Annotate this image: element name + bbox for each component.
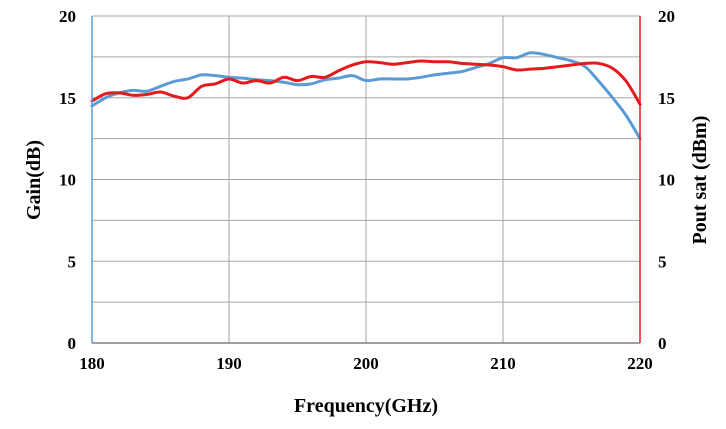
y2-axis-label: Pout sat (dBm): [689, 116, 711, 245]
gain-line: [90, 51, 642, 141]
y-tick-label: 0: [68, 334, 77, 353]
y-tick-label: 10: [59, 171, 76, 190]
y2-tick-label: 0: [658, 334, 667, 353]
y-tick-label: 15: [59, 89, 76, 108]
x-tick-label: 210: [490, 354, 516, 373]
y2-tick-label: 20: [658, 7, 675, 26]
x-tick-label: 190: [216, 354, 242, 373]
x-tick-label: 220: [627, 354, 653, 373]
y2-tick-label: 5: [658, 252, 667, 271]
x-tick-label: 180: [79, 354, 105, 373]
grid: [91, 15, 641, 344]
axes: [91, 16, 641, 344]
y-tick-label: 5: [68, 252, 77, 271]
pout-sat-line: [90, 59, 642, 106]
x-axis-label: Frequency(GHz): [294, 395, 438, 417]
y-tick-label: 20: [59, 7, 76, 26]
y2-tick-label: 15: [658, 89, 675, 108]
series-lines: [90, 51, 642, 141]
x-tick-label: 200: [353, 354, 379, 373]
y2-tick-label: 10: [658, 171, 675, 190]
y-axis-label: Gain(dB): [23, 140, 45, 220]
